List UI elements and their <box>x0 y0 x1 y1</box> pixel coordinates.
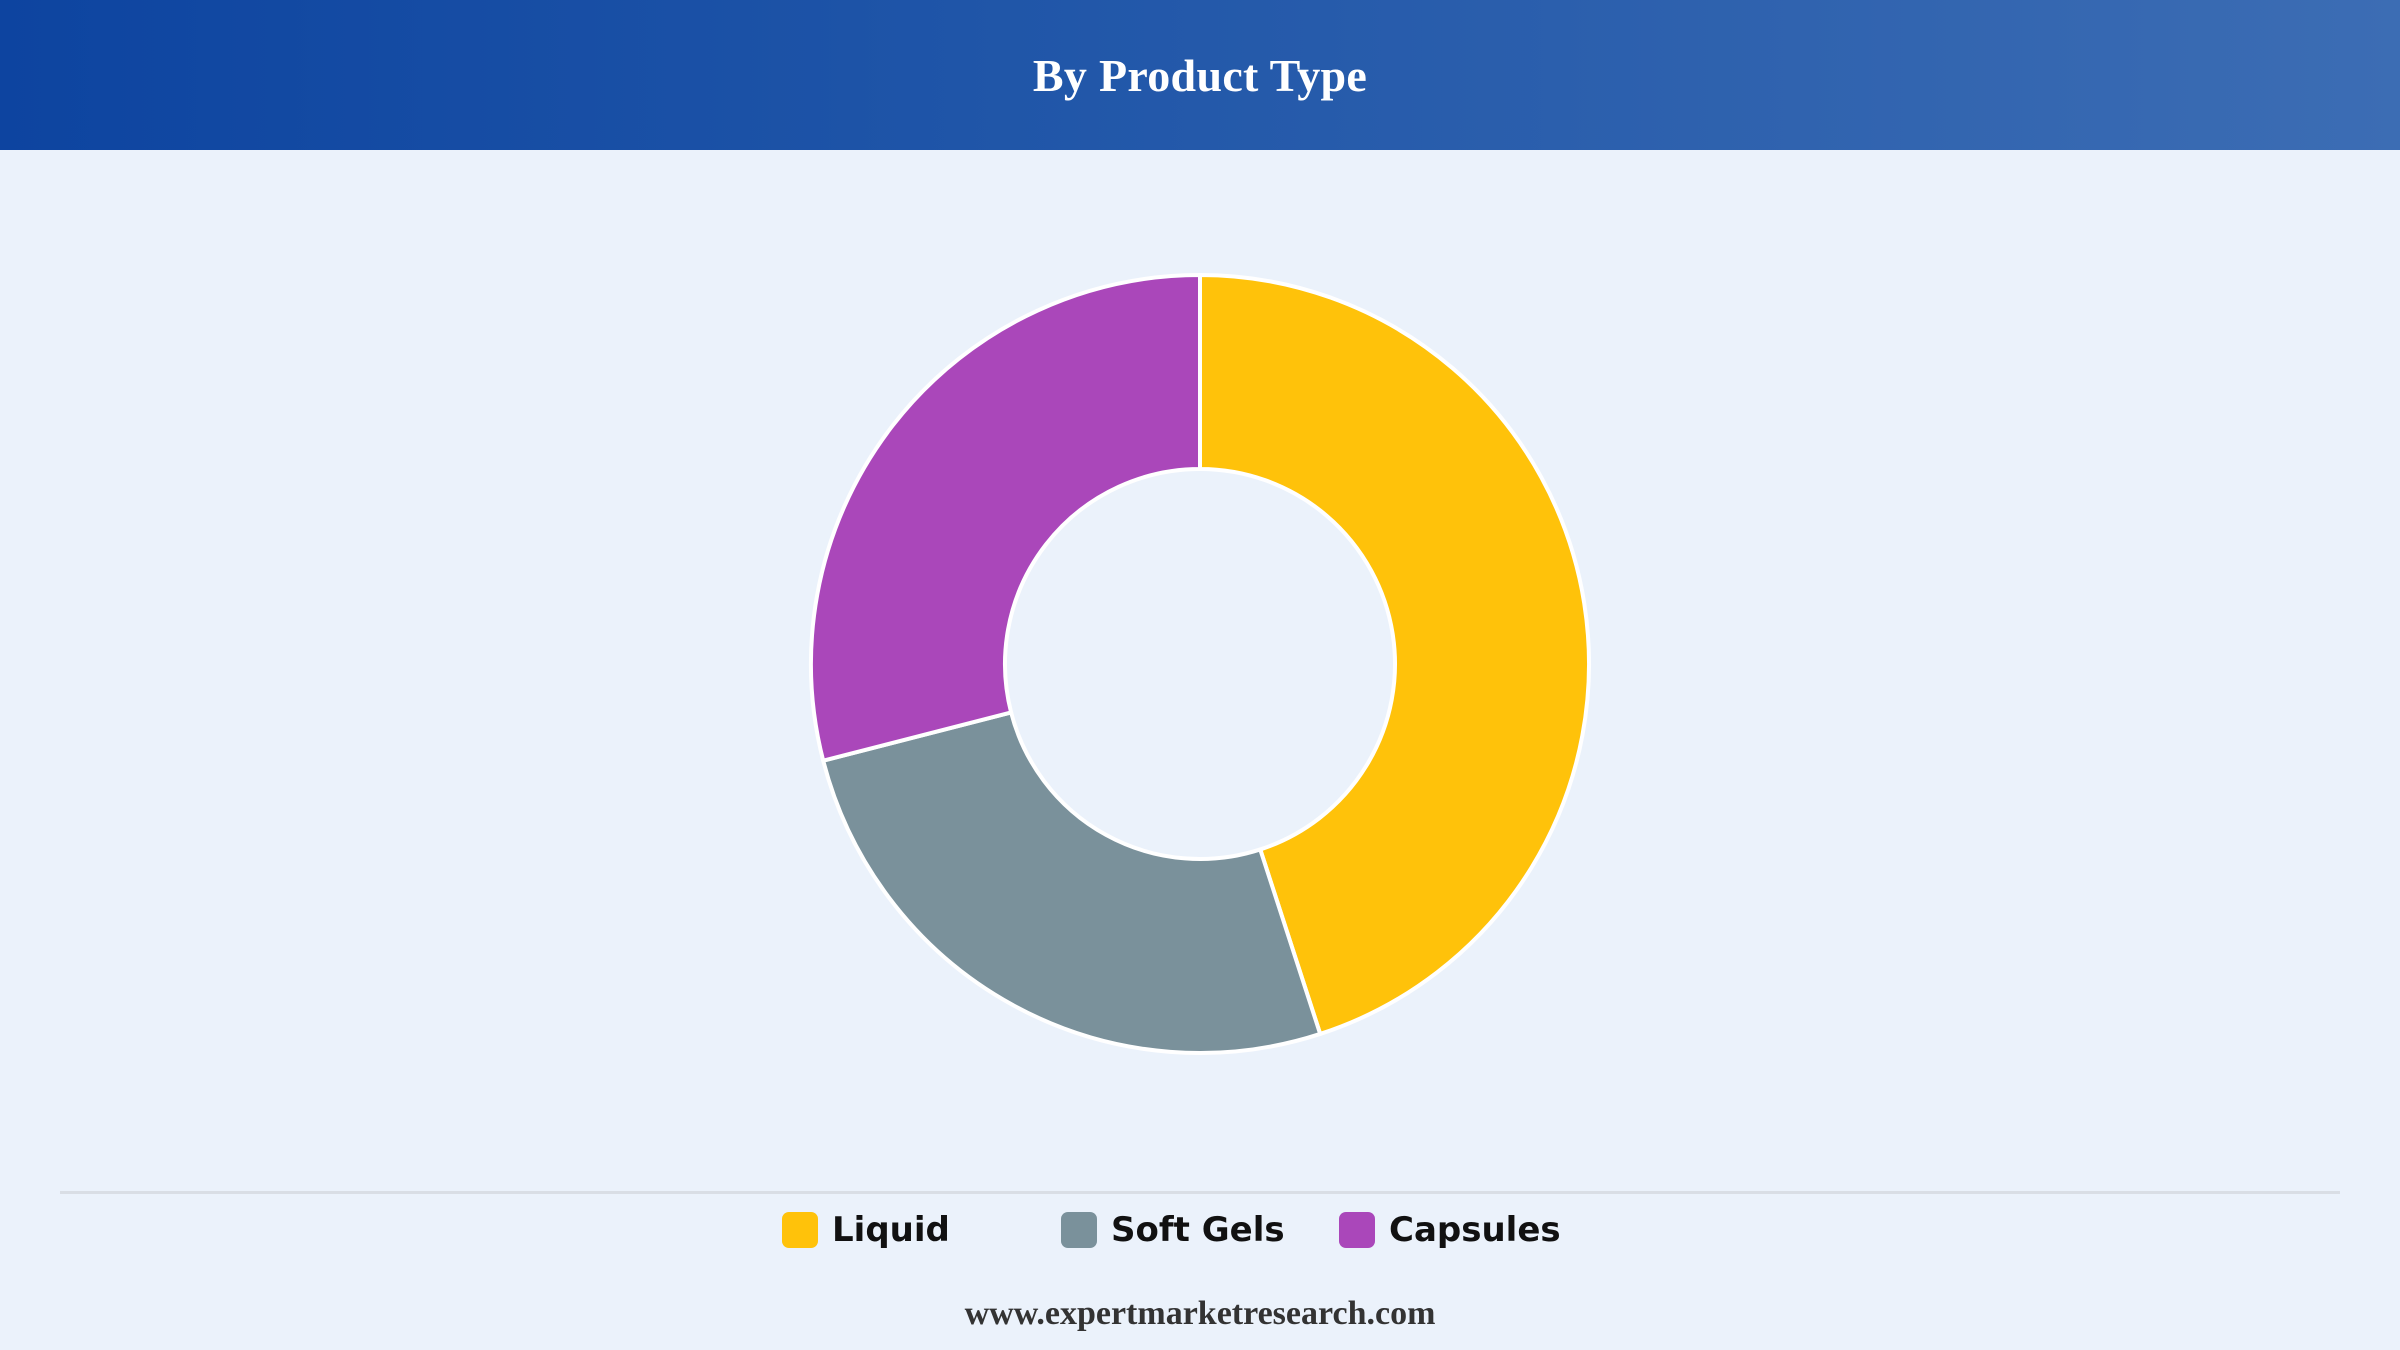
source-url: www.expertmarketresearch.com <box>964 1295 1436 1332</box>
legend-swatch-capsules <box>1339 1212 1375 1248</box>
slice-capsules[interactable] <box>809 273 1202 763</box>
legend: Liquid Soft Gels Capsules <box>0 1205 2400 1255</box>
legend-label-liquid: Liquid <box>832 1210 950 1250</box>
legend-divider <box>60 1191 2340 1194</box>
slice-soft-gels[interactable] <box>821 710 1323 1055</box>
legend-label-soft-gels: Soft Gels <box>1111 1210 1285 1250</box>
header-bar: By Product Type <box>0 0 2400 150</box>
legend-swatch-liquid <box>782 1212 818 1248</box>
donut-chart <box>809 273 1591 1055</box>
legend-item-soft-gels[interactable]: Soft Gels <box>1061 1205 1285 1255</box>
slice-liquid[interactable] <box>1198 273 1591 1036</box>
legend-label-capsules: Capsules <box>1389 1210 1561 1250</box>
legend-item-capsules[interactable]: Capsules <box>1339 1205 1561 1255</box>
legend-swatch-soft-gels <box>1061 1212 1097 1248</box>
chart-title: By Product Type <box>1032 49 1368 101</box>
legend-item-liquid[interactable]: Liquid <box>782 1205 950 1255</box>
